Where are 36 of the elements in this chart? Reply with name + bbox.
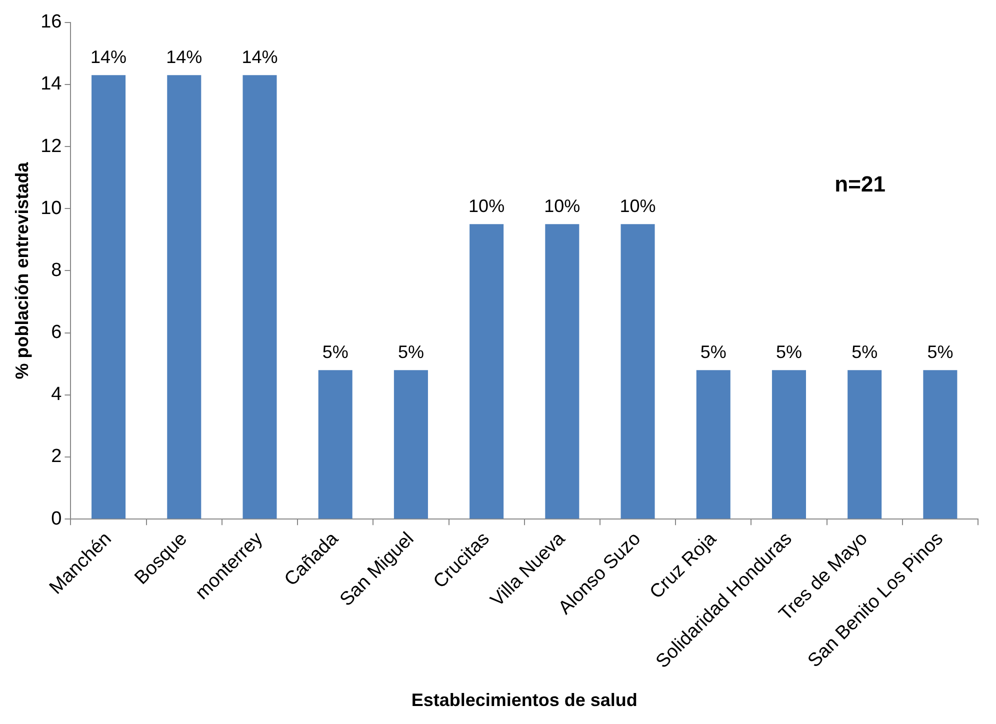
data-label: 5% bbox=[700, 342, 726, 362]
data-label: 5% bbox=[322, 342, 348, 362]
data-label: 14% bbox=[242, 47, 278, 68]
bar bbox=[242, 75, 277, 519]
y-tick-label: 2 bbox=[51, 446, 62, 468]
y-tick-label: 6 bbox=[51, 322, 62, 344]
data-label: 14% bbox=[166, 47, 202, 68]
y-tick-label: 16 bbox=[40, 12, 62, 33]
bar bbox=[394, 370, 428, 519]
data-label: 10% bbox=[620, 196, 656, 216]
data-label: 5% bbox=[398, 342, 424, 362]
data-label: 5% bbox=[776, 342, 802, 362]
bar bbox=[696, 370, 730, 519]
y-tick-label: 10 bbox=[40, 198, 62, 219]
y-tick-label: 8 bbox=[51, 260, 62, 281]
data-label: 10% bbox=[544, 196, 580, 216]
bar bbox=[167, 75, 202, 519]
annotation: n=21 bbox=[834, 171, 886, 196]
bar bbox=[620, 224, 655, 519]
data-label: 10% bbox=[468, 196, 505, 216]
bar bbox=[470, 224, 504, 519]
y-tick-label: 4 bbox=[51, 384, 62, 406]
y-tick-label: 0 bbox=[51, 508, 62, 530]
bar bbox=[318, 370, 352, 519]
y-axis-title: % población entrevistada bbox=[12, 161, 32, 380]
y-tick-label: 12 bbox=[40, 136, 62, 157]
bar bbox=[848, 370, 882, 519]
bar bbox=[545, 224, 580, 519]
bar bbox=[92, 75, 126, 519]
x-axis-title: Establecimientos de salud bbox=[411, 690, 638, 710]
y-tick-label: 14 bbox=[40, 74, 62, 95]
data-label: 14% bbox=[90, 47, 127, 68]
data-label: 5% bbox=[927, 342, 954, 362]
bar bbox=[923, 370, 958, 519]
bar bbox=[772, 370, 806, 519]
data-label: 5% bbox=[852, 342, 878, 362]
